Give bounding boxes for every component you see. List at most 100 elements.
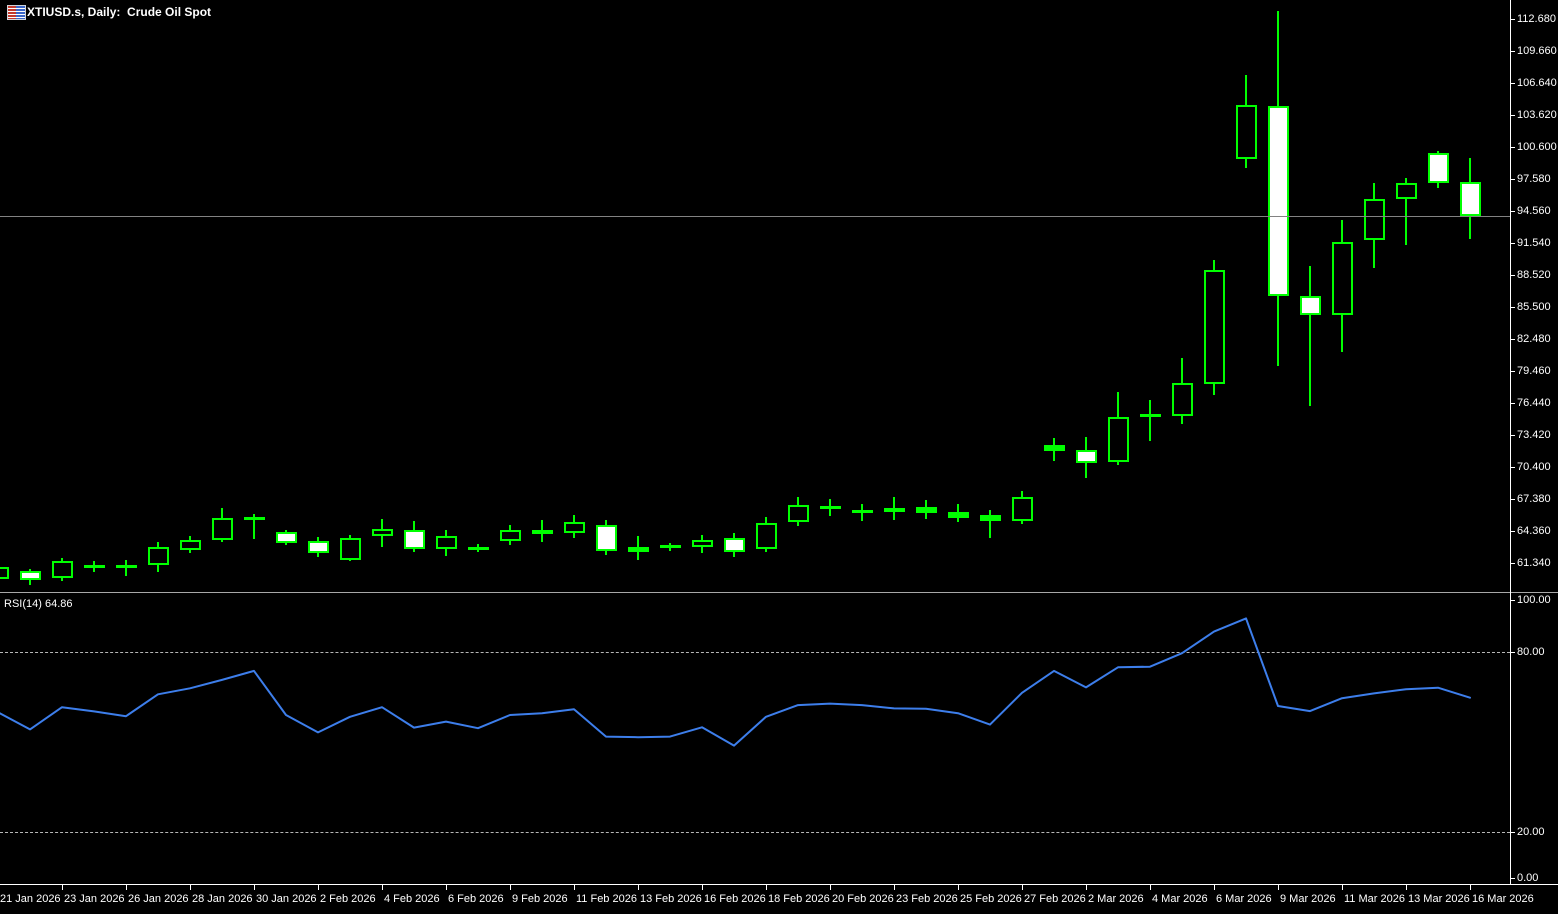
candle-body	[1300, 296, 1321, 315]
rsi-level-line	[0, 652, 1510, 653]
time-tick-label: 6 Feb 2026	[448, 893, 504, 905]
candle-body	[1268, 106, 1289, 296]
current-price-line	[0, 216, 1510, 217]
time-tick-label: 21 Jan 2026	[0, 893, 61, 905]
time-tick-mark	[1086, 885, 1087, 890]
candle-body	[1076, 450, 1097, 463]
price-tick-label: 79.460	[1517, 365, 1551, 377]
candle-body	[308, 541, 329, 553]
time-tick-label: 16 Mar 2026	[1472, 893, 1534, 905]
price-tick-label: 76.440	[1517, 397, 1551, 409]
time-tick-label: 26 Jan 2026	[128, 893, 189, 905]
time-tick-mark	[638, 885, 639, 890]
time-tick-mark	[1150, 885, 1151, 890]
candle-wick	[1405, 178, 1407, 245]
time-axis-border	[0, 884, 1558, 885]
rsi-tick-mark	[1510, 600, 1515, 601]
time-tick-label: 28 Jan 2026	[192, 893, 253, 905]
price-tick-mark	[1510, 115, 1515, 116]
time-tick-mark	[1406, 885, 1407, 890]
rsi-tick-label: 20.00	[1517, 826, 1545, 838]
time-tick-mark	[1022, 885, 1023, 890]
time-tick-mark	[894, 885, 895, 890]
rsi-indicator-pane[interactable]: RSI(14) 64.86	[0, 594, 1510, 885]
candle-wick	[1149, 400, 1151, 441]
price-chart-pane[interactable]: XTIUSD.s, Daily: Crude Oil Spot	[0, 0, 1510, 592]
price-tick-label: 100.600	[1517, 141, 1557, 153]
candle-wick	[125, 560, 127, 576]
price-tick-label: 103.620	[1517, 109, 1557, 121]
candle-body	[916, 507, 937, 513]
price-tick-mark	[1510, 275, 1515, 276]
candle-body	[276, 532, 297, 543]
price-tick-mark	[1510, 371, 1515, 372]
candle-body	[788, 505, 809, 522]
price-tick-label: 61.340	[1517, 557, 1551, 569]
price-axis[interactable]: 112.680 109.660 106.640 103.620 100.600 97.58…	[1510, 0, 1558, 885]
price-tick-mark	[1510, 499, 1515, 500]
price-tick-label: 73.420	[1517, 429, 1551, 441]
time-tick-label: 27 Feb 2026	[1024, 893, 1086, 905]
candle-body	[1172, 383, 1193, 416]
candle-body	[1460, 182, 1481, 216]
price-tick-mark	[1510, 51, 1515, 52]
price-tick-mark	[1510, 403, 1515, 404]
time-tick-label: 13 Feb 2026	[640, 893, 702, 905]
price-tick-mark	[1510, 467, 1515, 468]
candle-body	[20, 571, 41, 580]
candle-body	[372, 529, 393, 536]
time-tick-mark	[958, 885, 959, 890]
chart-window-icon	[7, 5, 26, 20]
time-tick-mark	[702, 885, 703, 890]
candle-body	[52, 561, 73, 578]
time-tick-label: 23 Jan 2026	[64, 893, 125, 905]
time-tick-label: 16 Feb 2026	[704, 893, 766, 905]
price-tick-mark	[1510, 435, 1515, 436]
time-tick-mark	[446, 885, 447, 890]
rsi-line	[0, 617, 1471, 747]
price-tick-mark	[1510, 83, 1515, 84]
time-tick-mark	[382, 885, 383, 890]
price-tick-mark	[1510, 531, 1515, 532]
candle-body	[532, 530, 553, 534]
price-tick-label: 88.520	[1517, 269, 1551, 281]
candle-body	[1428, 153, 1449, 183]
rsi-tick-label: 100.00	[1517, 594, 1551, 606]
time-tick-mark	[510, 885, 511, 890]
candle-body	[884, 508, 905, 512]
candle-body	[596, 525, 617, 551]
candle-body	[468, 547, 489, 550]
price-axis-border	[1510, 0, 1511, 885]
time-tick-mark	[1278, 885, 1279, 890]
price-tick-label: 91.540	[1517, 237, 1551, 249]
candle-body	[180, 540, 201, 550]
candle-body	[404, 530, 425, 549]
candle-body	[1108, 417, 1129, 462]
price-tick-mark	[1510, 243, 1515, 244]
candle-body	[436, 536, 457, 549]
candle-body	[212, 518, 233, 540]
candle-body	[628, 547, 649, 552]
time-tick-mark	[1342, 885, 1343, 890]
price-tick-label: 70.400	[1517, 461, 1551, 473]
price-tick-label: 82.480	[1517, 333, 1551, 345]
time-tick-mark	[1470, 885, 1471, 890]
time-axis[interactable]: 21 Jan 2026 23 Jan 2026 26 Jan 2026 28 Jan …	[0, 885, 1558, 914]
candle-wick	[1309, 266, 1311, 406]
rsi-tick-mark	[1510, 652, 1515, 653]
price-tick-mark	[1510, 179, 1515, 180]
candle-body	[1396, 183, 1417, 199]
time-tick-mark	[830, 885, 831, 890]
candle-body	[852, 510, 873, 513]
candle-body	[1364, 199, 1385, 240]
candle-body	[1044, 445, 1065, 451]
time-tick-label: 9 Feb 2026	[512, 893, 568, 905]
time-tick-mark	[62, 885, 63, 890]
price-tick-label: 106.640	[1517, 77, 1557, 89]
time-tick-label: 23 Feb 2026	[896, 893, 958, 905]
time-tick-mark	[766, 885, 767, 890]
candle-body	[1204, 270, 1225, 384]
time-tick-label: 2 Mar 2026	[1088, 893, 1144, 905]
icon-blue-bar	[16, 6, 25, 19]
pane-separator[interactable]	[0, 592, 1558, 593]
